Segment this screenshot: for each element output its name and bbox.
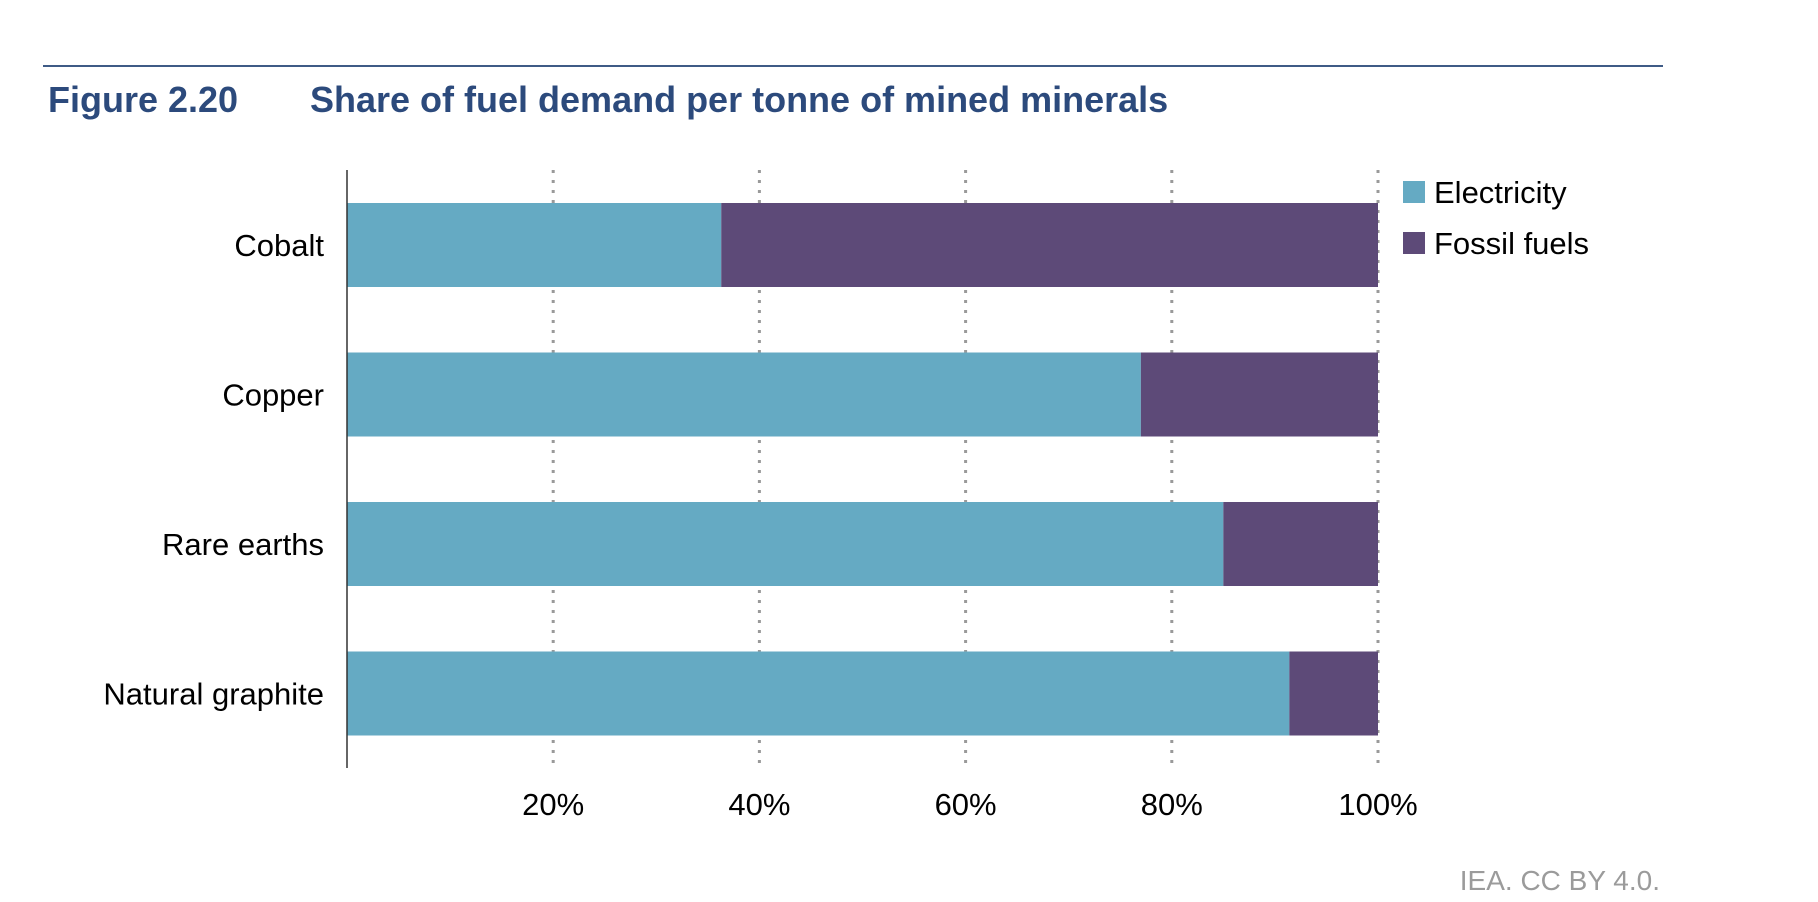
bar-cobalt-electricity xyxy=(347,203,722,287)
x-tick-label: 40% xyxy=(728,787,790,822)
x-tick-label: 20% xyxy=(522,787,584,822)
bar-copper-fossil-fuels xyxy=(1140,352,1378,437)
x-tick-label: 60% xyxy=(935,787,997,822)
legend-label-fossil-fuels: Fossil fuels xyxy=(1434,226,1589,261)
bar-natural-graphite-electricity xyxy=(347,651,1290,736)
bar-cobalt-fossil-fuels xyxy=(721,203,1378,287)
x-tick-labels: 20% 40% 60% 80% 100% xyxy=(522,787,1417,822)
legend-swatch-fossil-fuels xyxy=(1403,232,1425,254)
figure-number: Figure 2.20 xyxy=(48,79,239,120)
category-label-cobalt: Cobalt xyxy=(234,228,324,263)
legend-swatch-electricity xyxy=(1403,181,1425,203)
figure-title-text: Share of fuel demand per tonne of mined … xyxy=(310,79,1169,120)
bar-rare-earths-fossil-fuels xyxy=(1223,502,1378,586)
bar-copper-electricity xyxy=(347,352,1141,437)
category-label-natural-graphite: Natural graphite xyxy=(103,677,324,712)
figure-title: Figure 2.20 Share of fuel demand per tonn… xyxy=(48,80,1168,120)
category-label-copper: Copper xyxy=(222,378,324,413)
source-note: IEA. CC BY 4.0. xyxy=(1459,865,1660,896)
x-tick-label: 100% xyxy=(1338,787,1417,822)
title-rule xyxy=(43,65,1663,67)
legend-label-electricity: Electricity xyxy=(1434,175,1567,210)
category-label-rare-earths: Rare earths xyxy=(162,527,324,562)
legend: Electricity Fossil fuels xyxy=(1403,175,1589,261)
x-tick-label: 80% xyxy=(1141,787,1203,822)
category-labels: Cobalt Copper Rare earths Natural graphite xyxy=(103,228,324,712)
bar-rare-earths-electricity xyxy=(347,502,1224,586)
bar-natural-graphite-fossil-fuels xyxy=(1289,651,1378,736)
bars xyxy=(347,203,1378,736)
